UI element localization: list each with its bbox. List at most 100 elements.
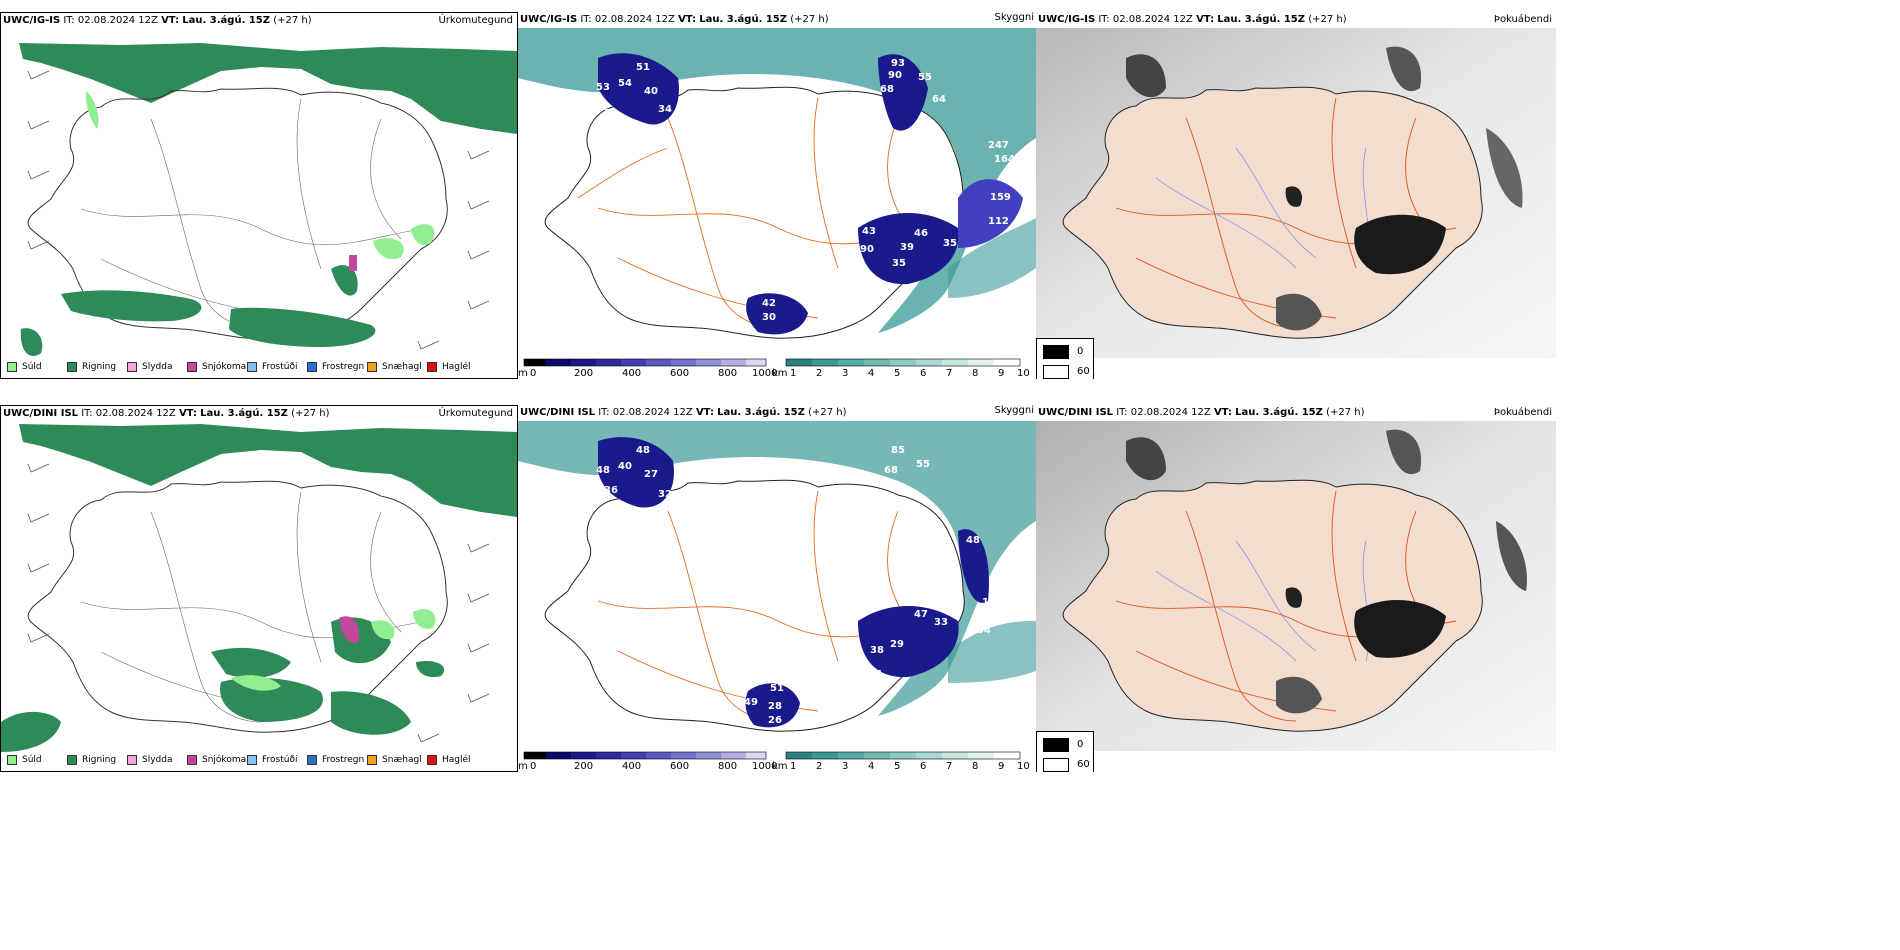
cloudbar-tick: 1000 xyxy=(752,368,778,379)
cloudbase-colorbar xyxy=(523,751,767,760)
cloudbase-labels: 51 53 54 40 33 34 59 93 90 68 55 64 247 … xyxy=(596,58,1015,323)
panel-title-precip: Úrkomutegund xyxy=(438,408,513,419)
value-label: 42 xyxy=(762,298,776,309)
visibility-teal-area xyxy=(948,621,1036,683)
drizzle-patch xyxy=(231,675,281,691)
value-label: 90 xyxy=(888,70,902,81)
rain-area-southeast xyxy=(229,307,376,347)
visbar-tick: 2 xyxy=(816,761,823,772)
precip-map xyxy=(19,43,517,356)
cloudbase-area xyxy=(878,54,928,131)
value-label: 93 xyxy=(891,58,905,69)
fog-dark-area xyxy=(1496,521,1527,591)
value-label: 25 xyxy=(868,669,882,680)
fog-key: 0 60 xyxy=(1036,731,1094,772)
panel-title-precip: Úrkomutegund xyxy=(438,15,513,26)
fog-key-label: 0 xyxy=(1077,739,1084,750)
fog-dark-area xyxy=(1126,54,1166,98)
value-label: 28 xyxy=(768,701,782,712)
fog-dark-area xyxy=(1276,676,1322,714)
drizzle-patch xyxy=(371,620,395,640)
legend-item: Snæhagl xyxy=(367,755,427,765)
fog-dark-area xyxy=(1285,587,1303,608)
colorbars xyxy=(523,751,1021,760)
panel-header: UWC/IG-IS IT: 02.08.2024 12Z VT: Lau. 3.… xyxy=(1038,14,1347,25)
visbar-tick: 9 xyxy=(998,368,1005,379)
visbar-tick: 7 xyxy=(946,368,953,379)
value-label: 90 xyxy=(860,244,874,255)
drizzle-patch xyxy=(85,91,99,129)
fog-panel-bottom: UWC/DINI ISL IT: 02.08.2024 12Z VT: Lau.… xyxy=(1036,405,1556,772)
cloudbase-colorbar xyxy=(523,358,767,367)
iceland-outline xyxy=(1062,479,1483,732)
drizzle-patch xyxy=(411,224,435,246)
visbar-tick: 6 xyxy=(920,761,927,772)
visibility-teal-area xyxy=(948,218,1036,298)
panel-header: UWC/IG-IS IT: 02.08.2024 12Z VT: Lau. 3.… xyxy=(3,15,312,26)
value-label: 26 xyxy=(768,715,782,726)
visibility-colorbar xyxy=(785,751,1021,760)
cloudbar-tick: 200 xyxy=(574,368,594,379)
value-label: 47 xyxy=(914,609,928,620)
cloudbase-area xyxy=(958,179,1023,248)
value-label: 110 xyxy=(830,226,851,237)
rain-area-south xyxy=(61,290,202,322)
wind-barbs xyxy=(27,70,490,350)
fog-map xyxy=(1036,421,1556,751)
fog-key-black xyxy=(1043,345,1069,359)
value-label: 154 xyxy=(970,625,991,636)
value-label: 51 xyxy=(770,683,784,694)
value-label: 38 xyxy=(870,645,884,656)
snow-patch xyxy=(349,255,357,271)
rain-patch xyxy=(211,647,291,678)
legend-item: Rigning xyxy=(67,755,127,765)
legend-item: Slydda xyxy=(127,755,187,765)
cloudbase-area xyxy=(858,606,959,678)
visbar-tick: 5 xyxy=(894,761,901,772)
value-label: 59 xyxy=(664,144,678,155)
visibility-teal-area xyxy=(518,421,1036,716)
value-label: 55 xyxy=(916,459,930,470)
value-label: 51 xyxy=(636,62,650,73)
visbar-tick: 8 xyxy=(972,368,979,379)
visibility-teal-area xyxy=(518,28,1036,333)
cloudbase-area xyxy=(598,53,679,125)
legend-item: Snjókoma xyxy=(187,755,247,765)
drizzle-patch xyxy=(373,238,404,260)
legend-item: Súld xyxy=(7,362,67,372)
fog-key-label: 60 xyxy=(1077,366,1090,377)
fog-panel-top: UWC/IG-IS IT: 02.08.2024 12Z VT: Lau. 3.… xyxy=(1036,12,1556,379)
visbar-tick: 10 xyxy=(1017,761,1030,772)
cloudbar-unit: m xyxy=(518,761,528,772)
precip-panel-top: UWC/IG-IS IT: 02.08.2024 12Z VT: Lau. 3.… xyxy=(0,12,518,379)
visbar-unit: km xyxy=(772,761,788,772)
panel-title-fog: Þokuábendi xyxy=(1493,407,1552,418)
legend-item: Súld xyxy=(7,755,67,765)
cloudbase-area xyxy=(746,293,808,335)
fog-dark-area xyxy=(1126,437,1166,481)
legend-item: Frostúði xyxy=(247,755,307,765)
cloudbase-area xyxy=(745,683,800,728)
fog-key-label: 0 xyxy=(1077,346,1084,357)
cloudbar-tick: 600 xyxy=(670,761,690,772)
precip-legend: Súld Rigning Slydda Snjókoma Frostúði Fr… xyxy=(7,362,487,372)
value-label: 48 xyxy=(966,535,980,546)
value-label: 24 xyxy=(868,290,882,301)
cloud-map: 51 53 54 40 33 34 59 93 90 68 55 64 247 … xyxy=(518,28,1036,358)
cloudbar-tick: 800 xyxy=(718,761,738,772)
value-label: 54 xyxy=(618,78,632,89)
fog-map xyxy=(1036,28,1556,358)
value-label: 29 xyxy=(890,639,904,650)
value-label: 49 xyxy=(744,697,758,708)
value-label: 247 xyxy=(988,140,1009,151)
panel-title-cloud: Skyggni xyxy=(994,12,1034,23)
value-label: 112 xyxy=(988,216,1009,227)
visbar-tick: 10 xyxy=(1017,368,1030,379)
visbar-tick: 8 xyxy=(972,761,979,772)
value-label: 46 xyxy=(914,228,928,239)
legend-item: Frostregn xyxy=(307,755,367,765)
cloudbase-area xyxy=(958,529,989,603)
visbar-tick: 1 xyxy=(790,761,797,772)
value-label: 48 xyxy=(636,445,650,456)
value-label: 35 xyxy=(943,238,957,249)
